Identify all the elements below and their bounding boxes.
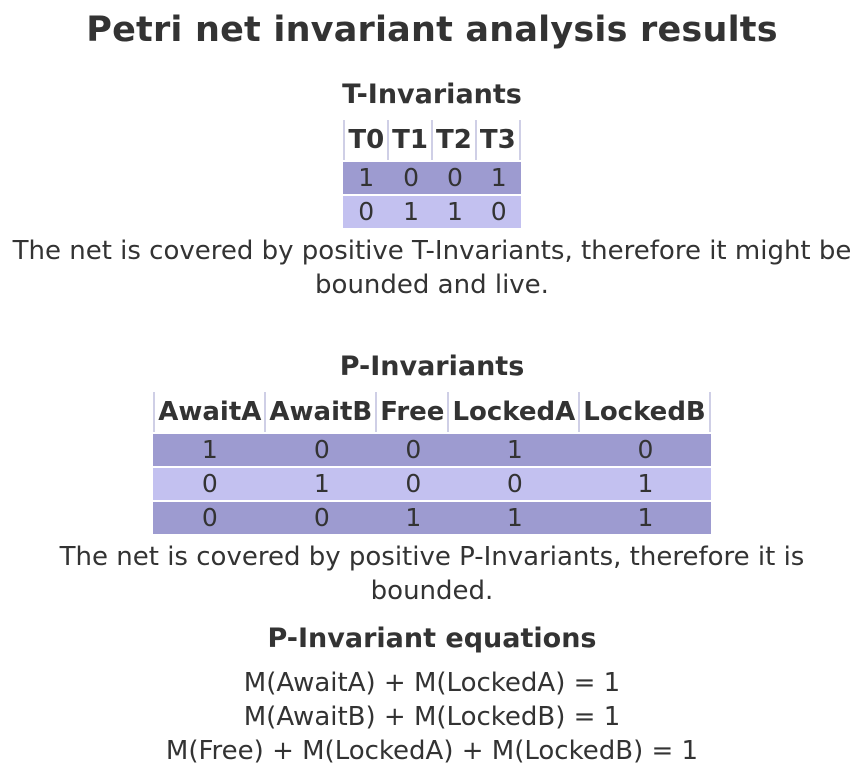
table-cell: 0 xyxy=(343,196,390,228)
t-invariants-col-header: T1 xyxy=(389,120,433,160)
p-invariants-col-header: AwaitB xyxy=(266,392,378,432)
table-row: 0 0 1 1 1 xyxy=(153,502,711,534)
table-cell: 0 xyxy=(433,162,477,194)
table-cell: 0 xyxy=(377,468,450,500)
table-cell: 0 xyxy=(266,502,378,534)
table-row: 1 0 0 1 xyxy=(343,162,521,194)
table-cell: 1 xyxy=(343,162,390,194)
t-invariants-heading: T-Invariants xyxy=(342,79,522,110)
equations-list: M(AwaitA) + M(LockedA) = 1 M(AwaitB) + M… xyxy=(0,666,864,768)
table-cell: 0 xyxy=(389,162,433,194)
table-cell: 0 xyxy=(580,434,711,466)
p-invariants-table: AwaitA AwaitB Free LockedA LockedB 1 0 0… xyxy=(153,390,711,536)
table-cell: 0 xyxy=(266,434,378,466)
p-invariants-col-header: LockedA xyxy=(449,392,581,432)
t-invariants-table: T0 T1 T2 T3 1 0 0 1 0 1 1 0 xyxy=(343,118,521,230)
p-invariants-heading: P-Invariants xyxy=(339,351,525,382)
table-row: 1 0 0 1 0 xyxy=(153,434,711,466)
table-cell: 1 xyxy=(580,502,711,534)
t-invariants-header-row: T0 T1 T2 T3 xyxy=(343,120,521,160)
table-cell: 1 xyxy=(433,196,477,228)
equation-line: M(Free) + M(LockedA) + M(LockedB) = 1 xyxy=(165,736,699,766)
table-cell: 1 xyxy=(449,502,581,534)
t-invariants-note: The net is covered by positive T-Invaria… xyxy=(12,236,852,300)
t-invariants-col-header: T3 xyxy=(477,120,521,160)
table-cell: 1 xyxy=(449,434,581,466)
equation-line: M(AwaitA) + M(LockedA) = 1 xyxy=(243,668,621,698)
equations-heading: P-Invariant equations xyxy=(267,623,597,654)
t-invariants-col-header: T2 xyxy=(433,120,477,160)
page-title: Petri net invariant analysis results xyxy=(86,10,778,50)
p-invariants-header-row: AwaitA AwaitB Free LockedA LockedB xyxy=(153,392,711,432)
table-cell: 0 xyxy=(449,468,581,500)
table-cell: 0 xyxy=(377,434,450,466)
p-invariants-note: The net is covered by positive P-Invaria… xyxy=(59,542,805,606)
table-cell: 0 xyxy=(153,502,267,534)
table-cell: 0 xyxy=(476,196,521,228)
p-invariants-col-header: LockedB xyxy=(580,392,711,432)
equation-line: M(AwaitB) + M(LockedB) = 1 xyxy=(243,702,621,732)
table-cell: 1 xyxy=(476,162,521,194)
table-cell: 1 xyxy=(266,468,378,500)
p-invariants-col-header: AwaitA xyxy=(153,392,267,432)
table-cell: 1 xyxy=(377,502,450,534)
table-cell: 1 xyxy=(389,196,433,228)
table-cell: 1 xyxy=(153,434,267,466)
table-cell: 1 xyxy=(580,468,711,500)
table-row: 0 1 1 0 xyxy=(343,196,521,228)
p-invariants-col-header: Free xyxy=(377,392,450,432)
table-row: 0 1 0 0 1 xyxy=(153,468,711,500)
t-invariants-col-header: T0 xyxy=(343,120,390,160)
table-cell: 0 xyxy=(153,468,267,500)
